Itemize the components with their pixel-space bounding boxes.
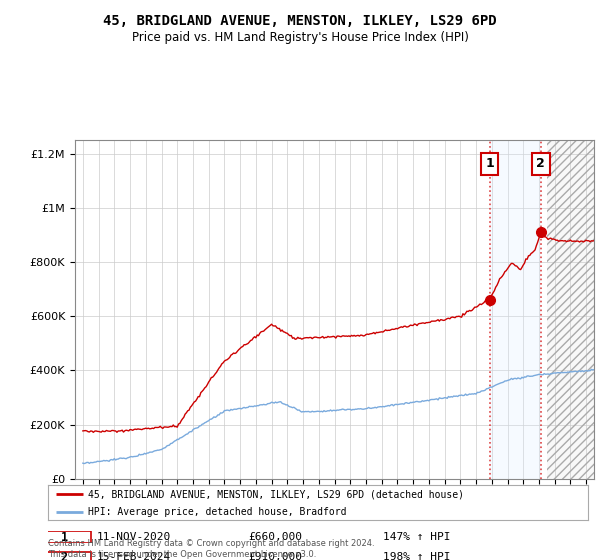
Text: 45, BRIDGLAND AVENUE, MENSTON, ILKLEY, LS29 6PD (detached house): 45, BRIDGLAND AVENUE, MENSTON, ILKLEY, L… [89, 489, 464, 500]
Text: 2: 2 [61, 550, 68, 560]
FancyBboxPatch shape [38, 531, 91, 543]
Text: 1: 1 [61, 530, 68, 544]
Text: 147% ↑ HPI: 147% ↑ HPI [383, 532, 450, 542]
Text: 2: 2 [536, 157, 545, 170]
Text: 45, BRIDGLAND AVENUE, MENSTON, ILKLEY, LS29 6PD: 45, BRIDGLAND AVENUE, MENSTON, ILKLEY, L… [103, 14, 497, 28]
Text: HPI: Average price, detached house, Bradford: HPI: Average price, detached house, Brad… [89, 507, 347, 517]
Text: 15-FEB-2024: 15-FEB-2024 [97, 552, 171, 560]
Bar [547, 140, 594, 479]
Bar [490, 140, 541, 479]
Text: £910,000: £910,000 [248, 552, 302, 560]
FancyBboxPatch shape [38, 552, 91, 560]
Text: 1: 1 [485, 157, 494, 170]
Bar [547, 140, 594, 479]
Bar [547, 140, 594, 479]
Text: 11-NOV-2020: 11-NOV-2020 [97, 532, 171, 542]
Text: Contains HM Land Registry data © Crown copyright and database right 2024.
This d: Contains HM Land Registry data © Crown c… [48, 539, 374, 559]
Text: 198% ↑ HPI: 198% ↑ HPI [383, 552, 450, 560]
Text: £660,000: £660,000 [248, 532, 302, 542]
Text: Price paid vs. HM Land Registry's House Price Index (HPI): Price paid vs. HM Land Registry's House … [131, 31, 469, 44]
